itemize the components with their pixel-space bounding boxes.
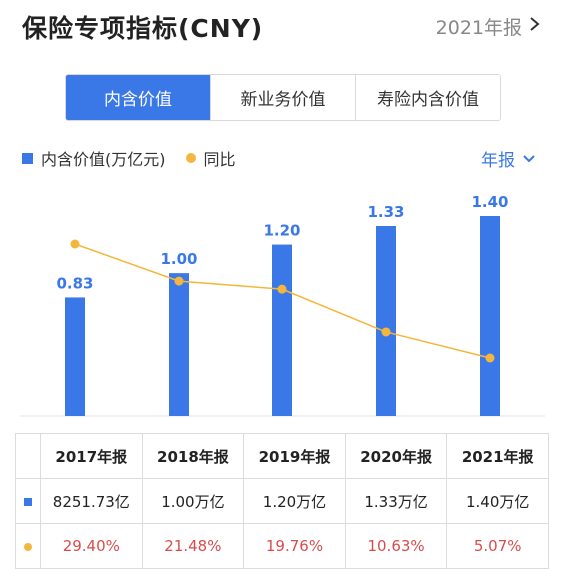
bar-legend-label: 内含价值(万亿元) bbox=[41, 150, 166, 169]
table-cell: 21.48% bbox=[141, 523, 245, 569]
chart-legend: 内含价值(万亿元) 同比 bbox=[22, 146, 236, 170]
growth-row-marker bbox=[15, 523, 41, 569]
growth-point bbox=[70, 239, 80, 249]
metric-tabs: 内含价值 新业务价值 寿险内含价值 bbox=[65, 74, 501, 121]
frequency-label: 年报 bbox=[481, 151, 515, 171]
bar-value-label: 1.00 bbox=[160, 250, 197, 268]
data-table: 2017年报 2018年报 2019年报 2020年报 2021年报 8251.… bbox=[15, 433, 549, 569]
growth-point bbox=[277, 284, 287, 294]
table-cell: 1.33万亿 bbox=[344, 478, 448, 524]
table-header-cell: 2018年报 bbox=[141, 433, 245, 479]
bar-value-label: 1.40 bbox=[471, 193, 508, 211]
tab-embedded-value[interactable]: 内含价值 bbox=[66, 75, 210, 120]
growth-point bbox=[485, 353, 495, 363]
bar bbox=[272, 244, 292, 416]
table-header-cell: 2021年报 bbox=[446, 433, 549, 479]
bar bbox=[65, 297, 85, 416]
bar-legend-swatch bbox=[22, 152, 33, 164]
table-cell: 19.76% bbox=[243, 523, 346, 569]
table-header-row: 2017年报 2018年报 2019年报 2020年报 2021年报 bbox=[15, 433, 549, 479]
table-cell: 29.40% bbox=[40, 523, 143, 569]
chevron-right-icon[interactable] bbox=[526, 13, 544, 35]
bar-value-label: 1.20 bbox=[263, 222, 300, 240]
value-row-marker bbox=[15, 478, 41, 524]
bar bbox=[480, 216, 500, 416]
bar bbox=[169, 273, 189, 416]
table-row: 29.40% 21.48% 19.76% 10.63% 5.07% bbox=[15, 523, 549, 569]
table-cell: 8251.73亿 bbox=[40, 478, 143, 524]
line-legend-swatch bbox=[185, 153, 196, 163]
table-cell: 10.63% bbox=[344, 523, 448, 569]
chevron-down-icon bbox=[523, 154, 535, 162]
report-period[interactable]: 2021年报 bbox=[435, 17, 522, 39]
table-header-cell: 2020年报 bbox=[344, 433, 448, 479]
bar-value-label: 1.33 bbox=[367, 203, 404, 221]
growth-point bbox=[174, 276, 184, 286]
table-corner-cell bbox=[15, 433, 41, 479]
dot-marker-icon bbox=[24, 543, 32, 551]
table-row: 8251.73亿 1.00万亿 1.20万亿 1.33万亿 1.40万亿 bbox=[15, 478, 549, 524]
bar-marker-icon bbox=[24, 498, 32, 506]
table-cell: 1.20万亿 bbox=[243, 478, 346, 524]
table-header-cell: 2017年报 bbox=[40, 433, 143, 479]
table-cell: 1.40万亿 bbox=[446, 478, 549, 524]
table-cell: 5.07% bbox=[446, 523, 549, 569]
growth-point bbox=[381, 327, 391, 337]
table-cell: 1.00万亿 bbox=[141, 478, 245, 524]
header: 保险专项指标(CNY) 2021年报 bbox=[0, 0, 566, 52]
bar bbox=[376, 226, 396, 416]
line-legend-label: 同比 bbox=[203, 150, 236, 169]
tab-new-business-value[interactable]: 新业务价值 bbox=[210, 75, 355, 120]
tab-life-embedded-value[interactable]: 寿险内含价值 bbox=[355, 75, 500, 120]
frequency-dropdown[interactable]: 年报 bbox=[481, 146, 536, 171]
embedded-value-chart: 0.83 1.00 1.20 1.33 1.40 bbox=[20, 193, 545, 417]
page-title: 保险专项指标(CNY) bbox=[22, 14, 264, 43]
table-header-cell: 2019年报 bbox=[243, 433, 346, 479]
bar-value-label: 0.83 bbox=[56, 274, 93, 292]
